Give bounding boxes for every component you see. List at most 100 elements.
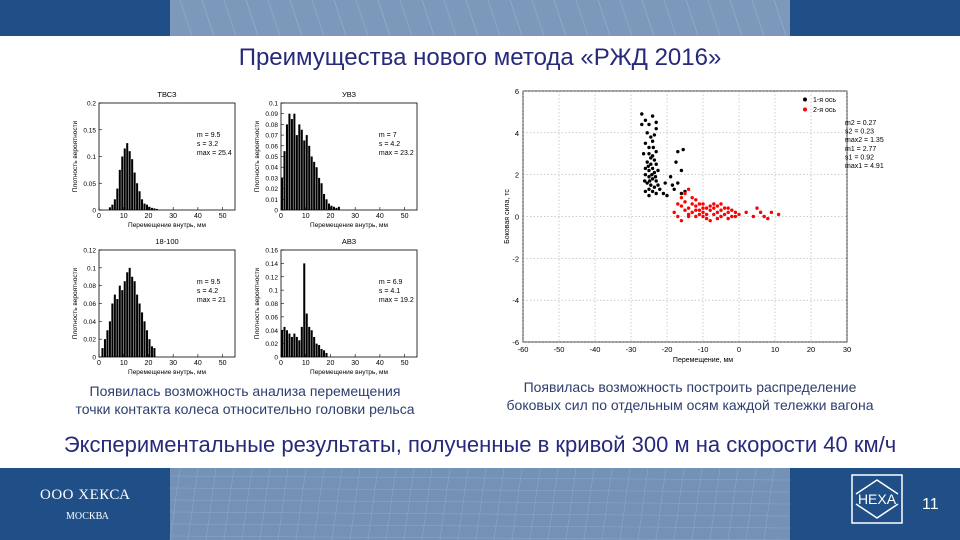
plot-frame	[280, 249, 418, 358]
y-tick-label: 0	[274, 208, 278, 215]
y-tick-label: 0.12	[83, 248, 96, 255]
scatter-point-axle-2	[697, 208, 702, 212]
histogram-bar	[310, 156, 313, 210]
histogram-bar	[320, 348, 323, 357]
scatter-point-axle-1	[652, 170, 657, 175]
scatter-point-axle-2	[672, 210, 676, 215]
x-tick-label: 40	[194, 213, 202, 220]
histogram-bar	[101, 348, 104, 357]
y-tick-label: 0.09	[265, 111, 278, 118]
y-tick-label: 0.02	[83, 337, 96, 344]
y-axis-label: Плотность вероятности	[254, 120, 261, 192]
slide-title: Преимущества нового метода «РЖД 2016»	[238, 44, 722, 71]
histogram-bar	[111, 303, 114, 357]
scatter-point-axle-2	[762, 214, 766, 219]
scatter-point-axle-1	[640, 112, 644, 116]
scatter-point-axle-1	[679, 168, 684, 173]
caption-right: Появилась возможность построить распреде…	[480, 378, 900, 414]
histogram-bar	[295, 135, 298, 210]
histogram-bar	[103, 339, 106, 357]
scatter-point-axle-1	[646, 164, 650, 168]
histogram-bar	[148, 339, 151, 357]
scatter-point-axle-2	[679, 204, 684, 208]
scatter-point-axle-1	[650, 189, 655, 194]
legend-label: 2-я ось	[813, 107, 836, 114]
y-tick-label: 0.06	[83, 301, 96, 308]
x-tick-label: 50	[219, 360, 227, 367]
x-axis-label: Перемещение внутрь, мм	[128, 222, 206, 229]
histogram-bar	[128, 151, 131, 210]
scatter-point-axle-2	[704, 216, 709, 221]
x-tick-label: 30	[351, 360, 359, 367]
scatter-point-axle-2	[683, 191, 687, 196]
scatter-point-axle-2	[701, 202, 705, 206]
y-tick-label: 0.07	[265, 133, 278, 140]
histogram-title: АВЗ	[342, 237, 357, 246]
histogram-bar	[325, 199, 328, 210]
scatter-point-axle-2	[694, 198, 698, 202]
histogram-bar	[327, 203, 331, 210]
histogram-bar	[143, 203, 146, 210]
histogram-bar	[293, 333, 296, 357]
histogram-bar	[106, 330, 109, 357]
histogram-bar	[335, 207, 338, 210]
histogram-bar	[313, 161, 316, 210]
scatter-point-axle-1	[649, 135, 653, 139]
histogram-bar	[323, 193, 326, 210]
y-axis-label: Боковая сила, тс	[504, 189, 511, 244]
x-tick-label: 10	[302, 213, 310, 220]
y-tick-label: 0.05	[83, 181, 96, 188]
histogram-bar	[148, 206, 151, 210]
y-tick-label: 0.04	[265, 165, 278, 172]
x-tick-label: -40	[590, 345, 601, 354]
caption-right-line-2: боковых сил по отдельным осям каждой тел…	[506, 397, 874, 413]
hexa-logo-text: HEXA	[858, 491, 897, 507]
histogram-bar	[305, 313, 308, 357]
x-tick-label: 0	[97, 360, 101, 367]
scatter-point-axle-1	[649, 183, 653, 187]
scatter-point-axle-2	[712, 202, 716, 206]
histogram-bar	[141, 199, 144, 210]
histogram-title: 18-100	[155, 237, 178, 246]
stat-annotation: s = 4.2	[379, 141, 400, 148]
histogram-bar	[153, 208, 156, 210]
stat-annotation: s = 4.2	[197, 288, 218, 295]
x-tick-label: 10	[302, 360, 310, 367]
histogram-bar	[320, 183, 323, 210]
stat-annotation: m2 = 0.27	[845, 120, 876, 127]
scatter-point-axle-1	[647, 168, 651, 173]
x-tick-label: -10	[698, 345, 709, 354]
scatter-point-axle-2	[733, 210, 738, 215]
stat-annotation: max = 23.2	[379, 150, 414, 157]
scatter-point-axle-1	[647, 122, 651, 127]
x-tick-label: 20	[145, 360, 153, 367]
scatter-point-axle-1	[642, 179, 647, 183]
scatter-point-axle-2	[715, 210, 720, 215]
histogram-bar	[315, 167, 318, 210]
histogram-bar	[138, 191, 141, 210]
histogram-bar	[281, 330, 284, 357]
stat-annotation: s2 = 0.23	[845, 129, 874, 136]
scatter-point-axle-1	[661, 191, 666, 196]
x-tick-label: 0	[97, 213, 101, 220]
legend-label: 1-я ось	[813, 97, 836, 104]
scatter-point-axle-1	[676, 149, 680, 154]
histogram-bar	[290, 119, 293, 210]
y-tick-label: -4	[512, 296, 519, 305]
stat-annotation: m = 9.5	[197, 279, 221, 286]
histogram-bar	[298, 124, 301, 210]
histogram-bar	[318, 344, 321, 357]
scatter-point-axle-1	[654, 191, 658, 196]
x-axis-label: Перемещение, мм	[673, 357, 733, 364]
scatter-point-axle-2	[708, 208, 712, 212]
x-axis-label: Перемещение внутрь, мм	[310, 222, 388, 229]
scatter-point-axle-1	[649, 156, 653, 160]
histogram-bar	[300, 129, 303, 210]
y-tick-label: 2	[515, 171, 519, 180]
scatter-point-axle-1	[654, 162, 658, 166]
x-axis-label: Перемещение внутрь, мм	[310, 369, 388, 376]
y-tick-label: -6	[512, 338, 519, 347]
y-tick-label: 0.15	[83, 127, 96, 134]
x-tick-label: 20	[807, 345, 815, 354]
